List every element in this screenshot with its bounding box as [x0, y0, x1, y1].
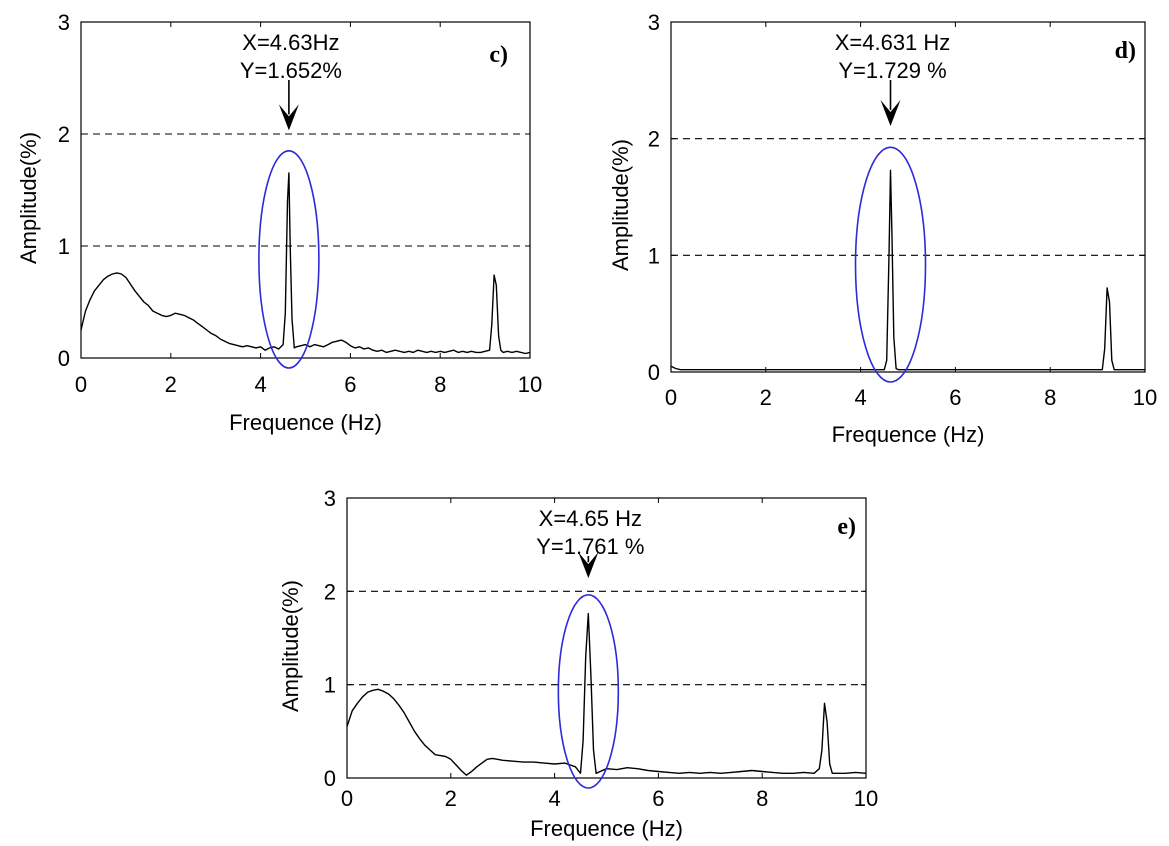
annotation-arrow-head: [578, 552, 599, 579]
x-tick-label: 6: [949, 385, 961, 410]
x-tick-label: 10: [854, 786, 878, 811]
x-tick-label: 4: [548, 786, 560, 811]
chart-panel: 0 2 4 6 8 10 0 1 2 3 Frequence (Hz) Amplitude(%) d) X…: [608, 10, 1157, 447]
y-axis-label: Amplitude(%): [16, 132, 41, 264]
series-line: [346, 612, 867, 776]
peak-annotation-y: Y=1.729 %: [838, 58, 946, 83]
peak-highlight-ellipse: [854, 146, 927, 383]
peak-annotation-y: Y=1.652%: [240, 58, 342, 83]
x-axis-label: Frequence (Hz): [832, 422, 985, 447]
x-tick-label: 8: [434, 372, 446, 397]
x-tick-label: 0: [341, 786, 353, 811]
x-tick-label: 2: [165, 372, 177, 397]
x-tick-label: 10: [518, 372, 542, 397]
y-tick-label: 0: [324, 766, 336, 791]
y-tick-label: 1: [648, 243, 660, 268]
peak-annotation-y: Y=1.761 %: [536, 534, 644, 559]
x-axis-label: Frequence (Hz): [229, 410, 382, 435]
x-tick-label: 4: [254, 372, 266, 397]
peak-annotation-x: X=4.631 Hz: [835, 30, 951, 55]
y-tick-label: 2: [324, 579, 336, 604]
panel-letter: e): [837, 514, 856, 540]
x-axis-label: Frequence (Hz): [530, 816, 683, 841]
x-tick-label: 2: [760, 385, 772, 410]
y-tick-label: 3: [58, 10, 70, 35]
y-tick-label: 1: [324, 673, 336, 698]
series-line: [670, 169, 1145, 371]
x-tick-label: 4: [854, 385, 866, 410]
y-axis-label: Amplitude(%): [278, 580, 303, 712]
chart-panel: 0 2 4 6 8 10 0 1 2 3 Frequence (Hz) Amplitude(%) e) X…: [278, 486, 878, 841]
panel-letter: c): [489, 42, 508, 68]
x-tick-label: 0: [665, 385, 677, 410]
x-tick-label: 8: [1044, 385, 1056, 410]
x-tick-label: 6: [344, 372, 356, 397]
plot-frame: [346, 497, 867, 779]
y-tick-label: 3: [324, 486, 336, 511]
plot-frame: [670, 21, 1146, 373]
annotation-arrow-head: [880, 99, 901, 126]
y-tick-label: 3: [648, 10, 660, 35]
y-tick-label: 2: [648, 127, 660, 152]
annotation-arrow-head: [278, 104, 299, 131]
y-tick-label: 0: [648, 360, 660, 385]
plot-frame: [80, 21, 531, 359]
x-tick-label: 8: [756, 786, 768, 811]
y-axis-label: Amplitude(%): [608, 139, 633, 271]
y-tick-label: 2: [58, 122, 70, 147]
peak-annotation-x: X=4.63Hz: [242, 30, 339, 55]
y-tick-label: 0: [58, 346, 70, 371]
x-tick-label: 2: [445, 786, 457, 811]
peak-highlight-ellipse: [557, 594, 620, 789]
x-tick-label: 0: [75, 372, 87, 397]
chart-panel: 0 2 4 6 8 10 0 1 2 3 Frequence (Hz) Amplitude(%) c) X…: [16, 10, 542, 435]
y-tick-label: 1: [58, 234, 70, 259]
peak-highlight-ellipse: [258, 150, 320, 369]
x-tick-label: 6: [652, 786, 664, 811]
x-tick-label: 10: [1133, 385, 1157, 410]
panel-letter: d): [1115, 38, 1136, 64]
peak-annotation-x: X=4.65 Hz: [539, 506, 642, 531]
series-line: [80, 172, 531, 355]
